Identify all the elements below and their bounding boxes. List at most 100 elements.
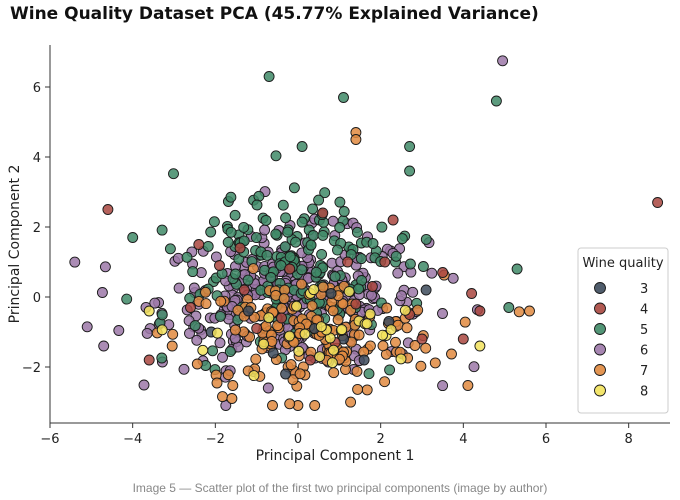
point-quality-5 (260, 214, 272, 226)
y-tick-label: 4 (33, 151, 41, 166)
point-quality-5 (261, 249, 273, 261)
point-quality-7 (191, 358, 203, 370)
point-quality-5 (296, 264, 308, 276)
point-quality-5 (205, 226, 217, 238)
point-quality-7 (409, 340, 421, 351)
point-quality-8 (263, 312, 275, 324)
point-quality-8 (315, 321, 327, 333)
point-quality-8 (385, 324, 397, 336)
point-quality-5 (229, 209, 241, 221)
point-quality-7 (332, 314, 344, 326)
point-quality-7 (401, 322, 413, 334)
point-quality-5 (305, 239, 317, 251)
point-quality-5 (404, 258, 416, 270)
point-quality-6 (468, 361, 480, 373)
point-quality-8 (343, 286, 355, 297)
point-quality-5 (490, 95, 502, 107)
point-quality-7 (166, 340, 178, 352)
point-quality-6 (184, 327, 195, 339)
point-quality-4 (379, 256, 391, 268)
legend-marker-3 (594, 282, 606, 294)
point-quality-6 (81, 321, 93, 333)
point-quality-5 (420, 233, 432, 245)
point-quality-5 (270, 150, 282, 162)
point-quality-7 (200, 298, 212, 310)
point-quality-8 (258, 338, 270, 350)
point-quality-7 (226, 393, 238, 404)
legend-marker-5 (594, 323, 606, 335)
point-quality-7 (351, 365, 363, 377)
point-quality-5 (121, 293, 133, 305)
point-quality-5 (296, 216, 308, 228)
point-quality-5 (250, 232, 262, 244)
point-quality-7 (352, 383, 364, 395)
point-quality-4 (143, 354, 155, 366)
point-quality-5 (263, 71, 275, 82)
point-quality-5 (127, 232, 139, 243)
point-quality-6 (138, 379, 150, 391)
point-quality-5 (222, 236, 234, 248)
point-quality-5 (317, 229, 329, 241)
point-quality-8 (299, 328, 311, 340)
point-quality-8 (395, 353, 407, 365)
point-quality-5 (290, 236, 302, 248)
point-quality-7 (250, 353, 262, 365)
point-quality-6 (191, 334, 203, 346)
point-quality-7 (309, 400, 321, 411)
point-quality-8 (197, 344, 209, 356)
point-quality-4 (457, 333, 469, 345)
point-quality-6 (99, 261, 111, 273)
point-quality-5 (156, 309, 168, 321)
point-quality-6 (141, 327, 153, 339)
point-quality-7 (215, 295, 227, 307)
point-quality-8 (211, 327, 223, 339)
point-quality-6 (392, 267, 404, 279)
point-quality-5 (230, 268, 241, 280)
point-quality-5 (277, 199, 289, 211)
point-quality-7 (513, 306, 525, 318)
point-quality-7 (327, 305, 339, 317)
x-tick-label: −2 (206, 432, 225, 447)
point-quality-7 (284, 398, 296, 410)
point-quality-5 (338, 92, 349, 103)
point-quality-7 (211, 377, 223, 389)
point-quality-5 (307, 203, 319, 215)
point-quality-4 (342, 256, 354, 268)
x-tick-label: 4 (459, 432, 467, 447)
point-quality-5 (334, 222, 346, 233)
point-quality-7 (200, 286, 211, 298)
legend-box (577, 247, 669, 414)
point-quality-7 (278, 293, 290, 305)
point-quality-5 (225, 191, 237, 203)
point-quality-6 (497, 55, 509, 67)
point-quality-3 (280, 368, 292, 380)
point-quality-4 (350, 298, 362, 310)
point-quality-5 (307, 230, 319, 241)
legend-marker-8 (594, 384, 606, 397)
point-quality-7 (306, 300, 318, 312)
point-quality-7 (379, 376, 391, 388)
legend-marker-7 (594, 364, 606, 376)
point-quality-5 (282, 226, 294, 238)
point-quality-7 (287, 374, 299, 386)
x-axis-label: Principal Component 1 (256, 448, 415, 464)
point-quality-5 (225, 226, 237, 238)
point-quality-4 (251, 323, 263, 334)
point-quality-8 (314, 351, 326, 363)
point-quality-5 (242, 274, 254, 286)
point-quality-5 (367, 238, 379, 249)
point-quality-4 (185, 302, 196, 313)
point-quality-3 (358, 354, 370, 366)
point-quality-5 (404, 141, 416, 152)
point-quality-6 (178, 363, 190, 375)
point-quality-5 (202, 240, 214, 252)
chart-axes: −6 −4 −2 0 2 4 6 8 −2 0 2 4 6 (22, 45, 670, 447)
point-quality-6 (259, 224, 271, 236)
point-quality-5 (329, 271, 341, 283)
legend-label-5: 5 (640, 323, 648, 338)
legend-label-3: 3 (640, 282, 648, 297)
legend: Wine quality 3 4 5 6 7 8 (577, 247, 669, 414)
point-quality-3 (325, 288, 337, 299)
legend-marker-4 (594, 302, 606, 315)
point-quality-5 (181, 251, 193, 263)
